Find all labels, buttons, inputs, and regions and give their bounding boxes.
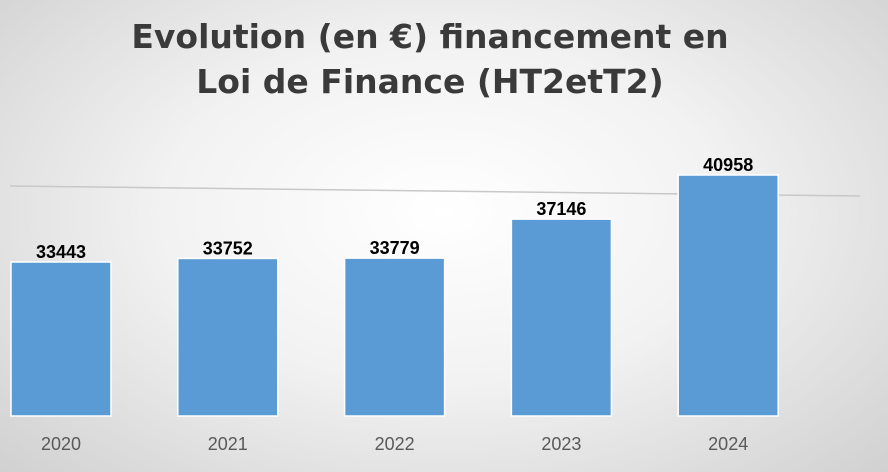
data-label-2020: 33443: [36, 242, 86, 262]
data-label-2023: 37146: [536, 199, 586, 219]
data-label-2022: 33779: [370, 238, 420, 258]
x-tick-label-2021: 2021: [208, 434, 248, 454]
x-tick-label-2020: 2020: [41, 434, 81, 454]
x-tick-label-2024: 2024: [708, 434, 748, 454]
bars-group: [10, 174, 779, 417]
x-axis-tick-labels: 2020 2021 2022 2023 2024: [41, 434, 748, 454]
bar-2022: [343, 257, 446, 417]
data-label-2021: 33752: [203, 238, 253, 258]
x-tick-label-2023: 2023: [541, 434, 581, 454]
x-tick-label-2022: 2022: [375, 434, 415, 454]
data-label-2024: 40958: [703, 155, 753, 175]
bar-2020: [10, 261, 112, 417]
chart-title: Evolution (en €) financement en Loi de F…: [131, 17, 729, 101]
bar-2021: [177, 257, 279, 417]
bar-2023: [510, 218, 613, 417]
bar-2024: [677, 174, 779, 417]
data-labels-group: 33443 33752 33779 37146 40958: [36, 155, 753, 262]
